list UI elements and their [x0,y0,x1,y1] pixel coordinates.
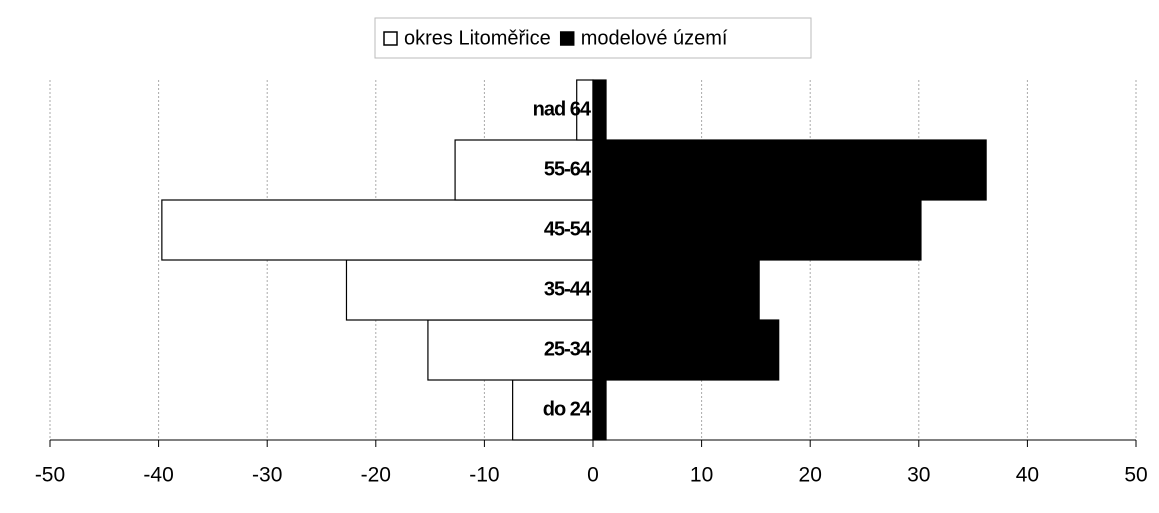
x-tick-label: -20 [361,464,391,487]
x-tick-label: 40 [1016,464,1039,487]
bar [454,139,594,201]
x-tick-label: -40 [143,464,173,487]
x-tick-label: 10 [690,464,713,487]
bar [592,199,922,261]
legend-label: okres Litoměřice [404,27,551,49]
bar [427,319,594,381]
bar [592,379,607,441]
category-label: nad 64 [533,98,592,120]
x-tick-label: 30 [907,464,930,487]
bar [345,259,594,321]
bar [592,259,760,321]
category-label: 35-44 [544,278,592,300]
x-tick-label: -10 [469,464,499,487]
legend-box [374,17,812,59]
x-tick-label: -30 [252,464,282,487]
legend-label: modelové území [581,27,728,49]
category-label: 55-64 [544,158,592,180]
bar [512,379,594,441]
category-label: 45-54 [544,218,592,240]
bar [592,139,987,201]
bar [161,199,594,261]
x-tick-label: 0 [587,464,599,487]
x-tick-label: -50 [35,464,65,487]
x-tick-label: 20 [799,464,822,487]
category-label: do 24 [543,398,592,420]
legend-swatch [559,31,575,46]
bar [592,79,607,141]
legend-swatch [383,31,398,46]
bar [592,319,780,381]
x-tick-label: 50 [1124,464,1147,487]
category-label: 25-34 [544,338,592,360]
